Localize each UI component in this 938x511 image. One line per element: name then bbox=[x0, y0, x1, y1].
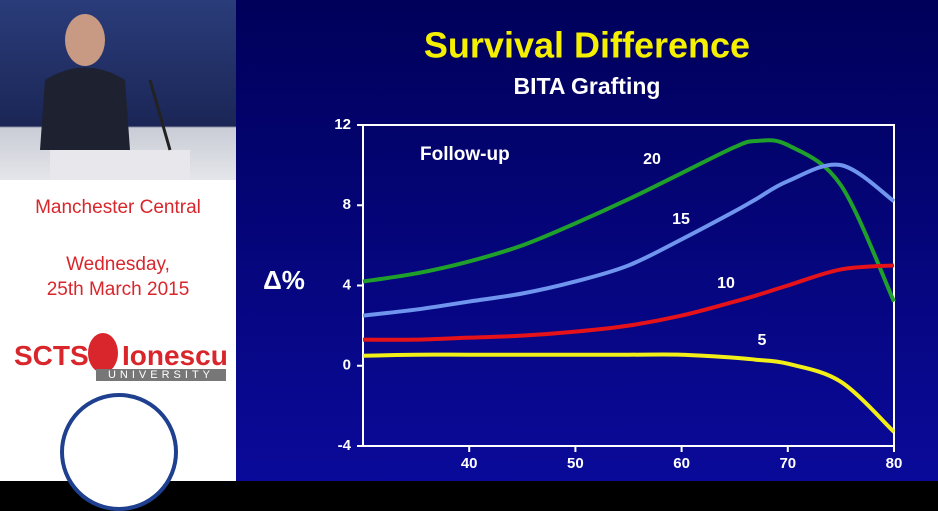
speaker-drawing bbox=[40, 14, 190, 180]
series-line bbox=[362, 263, 895, 342]
x-tick-label: 80 bbox=[886, 455, 903, 472]
series-label: 10 bbox=[717, 275, 735, 292]
y-tick-label: 12 bbox=[334, 116, 351, 133]
series-line bbox=[362, 352, 896, 434]
venue: Manchester Central bbox=[35, 197, 201, 218]
y-tick-label: 4 bbox=[343, 276, 352, 293]
x-tick-label: 60 bbox=[673, 455, 690, 472]
slide-background bbox=[236, 0, 938, 481]
series-line bbox=[362, 138, 896, 303]
head bbox=[65, 14, 105, 66]
brand-sub: UNIVERSITY bbox=[96, 369, 226, 381]
association-logo bbox=[60, 393, 178, 511]
brand-right: Ionescu bbox=[122, 340, 228, 371]
slide: Survival Difference BITA Grafting Δ% Fol… bbox=[236, 0, 938, 481]
series-label: 5 bbox=[758, 332, 767, 349]
chart: Survival Difference BITA Grafting Δ% Fol… bbox=[236, 0, 938, 481]
date: 25th March 2015 bbox=[46, 279, 190, 300]
series-label: 20 bbox=[643, 151, 661, 168]
chart-title: Survival Difference bbox=[424, 25, 750, 66]
annotation: Follow-up bbox=[420, 144, 510, 165]
y-tick-label: 8 bbox=[343, 196, 351, 213]
series-label: 15 bbox=[672, 211, 690, 228]
y-axis-label: Δ% bbox=[263, 265, 305, 295]
x-tick-label: 40 bbox=[461, 455, 478, 472]
speaker-video bbox=[0, 0, 236, 180]
y-tick-label: -4 bbox=[338, 437, 352, 454]
microphone bbox=[148, 79, 172, 151]
y-tick-label: 0 bbox=[343, 357, 351, 374]
date-day: Wednesday, bbox=[66, 254, 170, 275]
chart-subtitle: BITA Grafting bbox=[514, 73, 661, 99]
brand-icon bbox=[88, 333, 118, 373]
podium bbox=[50, 150, 190, 180]
x-tick-label: 50 bbox=[567, 455, 584, 472]
side-panel: Manchester Central Wednesday, 25th March… bbox=[0, 0, 236, 511]
series-line bbox=[362, 162, 896, 318]
brand-left: SCTS bbox=[14, 340, 89, 371]
body bbox=[40, 67, 130, 150]
x-tick-label: 70 bbox=[779, 455, 796, 472]
